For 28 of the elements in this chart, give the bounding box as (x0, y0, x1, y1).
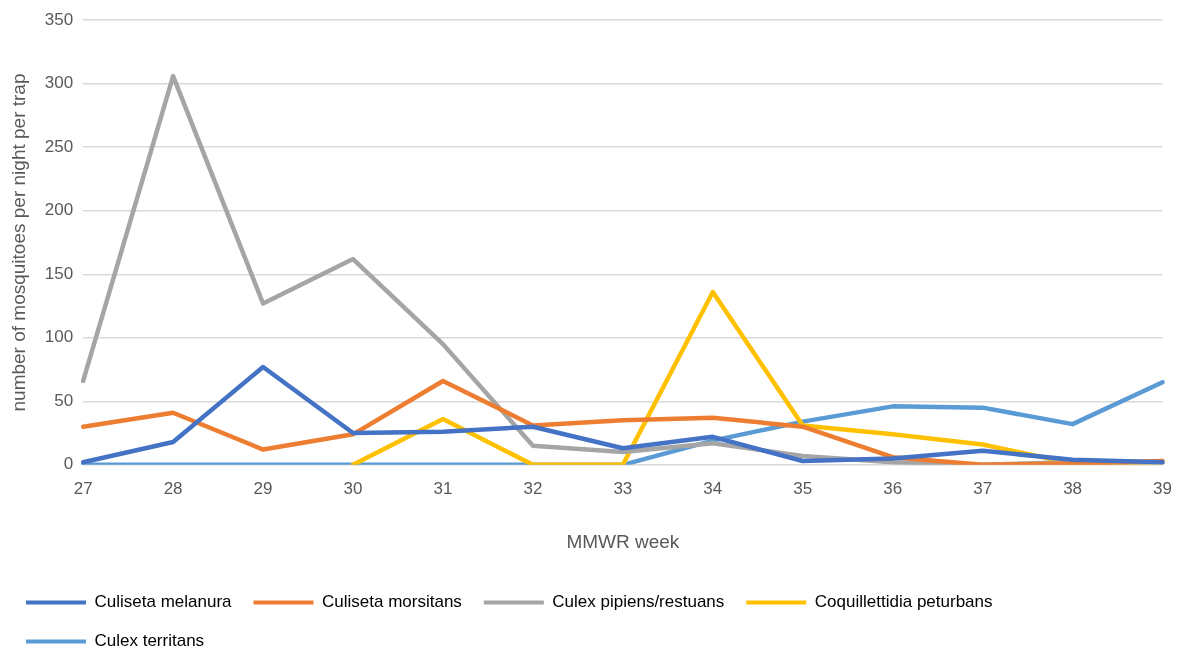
legend-label: Culiseta morsitans (322, 592, 462, 612)
x-tick-label: 36 (883, 478, 903, 498)
y-tick-label: 300 (44, 73, 74, 93)
x-tick-label: 33 (613, 478, 633, 498)
x-tick-label: 34 (703, 478, 723, 498)
x-tick-label: 37 (973, 478, 993, 498)
x-tick-label: 32 (523, 478, 543, 498)
x-tick-label: 38 (1063, 478, 1083, 498)
y-tick-label: 100 (44, 327, 74, 347)
y-tick-label: 350 (44, 9, 74, 29)
legend-label: Coquillettidia peturbans (814, 592, 993, 612)
y-tick-label: 150 (44, 263, 74, 283)
x-tick-label: 28 (163, 478, 183, 498)
y-tick-label: 50 (54, 390, 74, 410)
y-tick-label: 250 (44, 136, 74, 156)
legend-label: Culex territans (94, 631, 205, 651)
y-tick-label: 200 (44, 200, 74, 220)
x-tick-label: 39 (1153, 478, 1173, 498)
legend-label: Culiseta melanura (94, 592, 233, 612)
x-axis-title: MMWR week (566, 530, 680, 552)
x-tick-label: 29 (253, 478, 273, 498)
y-tick-label: 0 (63, 454, 74, 474)
x-tick-label: 30 (343, 478, 363, 498)
x-tick-label: 27 (73, 478, 93, 498)
x-tick-label: 31 (433, 478, 453, 498)
y-axis-title: number of mosquitoes per night per trap (7, 73, 29, 412)
legend-label: Culex pipiens/restuans (552, 592, 725, 612)
x-tick-label: 35 (793, 478, 813, 498)
